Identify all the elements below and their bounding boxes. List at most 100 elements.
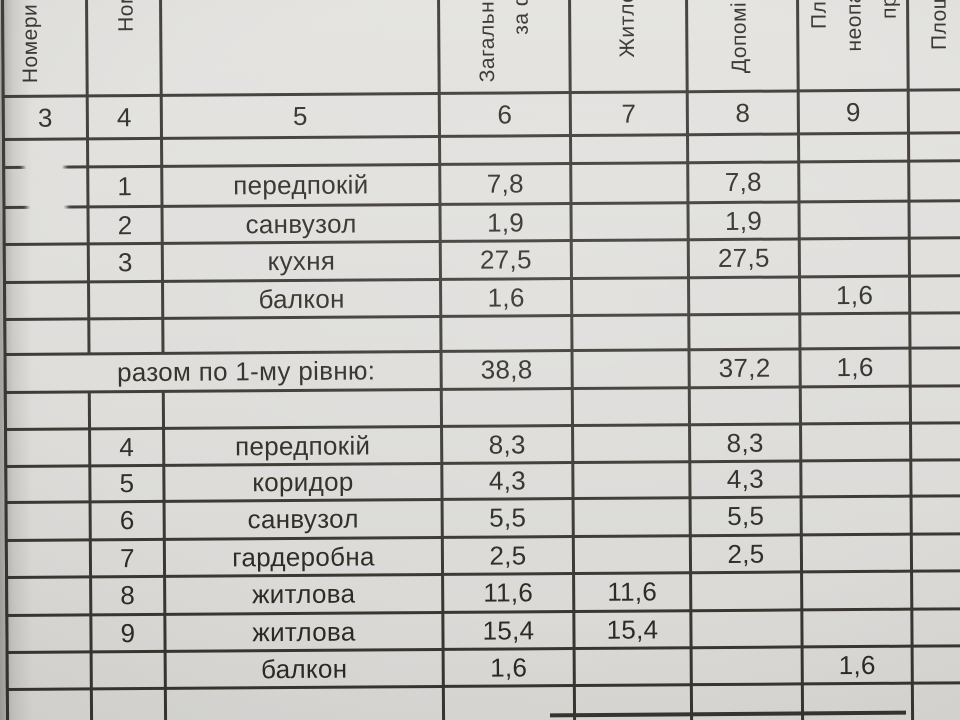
living-area-cell [574, 537, 690, 573]
unheated-area-cell [802, 424, 910, 460]
col-number-3: 3 [4, 97, 87, 138]
room-name-cell: санвузол [163, 205, 439, 242]
col-number-6: 6 [440, 94, 569, 135]
empty-cell [92, 689, 165, 720]
room-no-cell: 8 [92, 577, 164, 614]
room-no-cell: 4 [91, 429, 163, 465]
empty-cell [442, 317, 571, 350]
empty-cell [572, 136, 687, 163]
empty-cell [164, 390, 441, 427]
living-area-cell: 15,4 [575, 612, 690, 648]
living-area-cell [573, 279, 688, 315]
col-number-10: 1 [909, 91, 960, 132]
living-area-cell [574, 426, 689, 462]
room-name-cell: кухня [163, 242, 439, 280]
empty-cell [573, 389, 689, 425]
aux-area-cell: 7,8 [689, 163, 798, 202]
aux-area-cell: 8,3 [691, 425, 800, 461]
empty-cell [89, 139, 161, 166]
room-no-cell: 1 [89, 167, 161, 206]
totals-label: разом по 1-му рівню: [6, 352, 440, 391]
aux-area-cell [692, 611, 801, 647]
empty-cell [690, 315, 799, 349]
aux-area-cell: 4,3 [691, 462, 800, 497]
empty-cell [911, 314, 960, 347]
empty-cell [8, 578, 90, 614]
header-cell-col5 [162, 0, 438, 94]
header-cell-col10: Площ [908, 0, 960, 89]
empty-cell [90, 392, 163, 428]
header-cell-col3: Номери [4, 0, 86, 95]
unheated-area-cell [803, 572, 911, 609]
empty-cell [6, 283, 88, 318]
total-area-cell: 7,8 [441, 165, 570, 203]
empty-cell [911, 277, 960, 312]
empty-cell [7, 430, 89, 465]
empty-cell [90, 319, 162, 353]
col-number-9: 9 [799, 91, 907, 133]
unheated-area-cell [802, 461, 910, 496]
living-area-cell [572, 204, 687, 240]
empty-cell [441, 137, 570, 163]
totals-aux-area-cell: 37,2 [690, 350, 799, 387]
header-cell-col7: Житло [571, 0, 686, 92]
empty-cell [912, 497, 960, 533]
room-no-cell: 3 [89, 244, 161, 281]
total-area-cell: 4,3 [443, 464, 572, 498]
col-number-4: 4 [88, 96, 161, 138]
aux-area-cell: 1,9 [689, 203, 798, 239]
empty-cell [910, 162, 960, 200]
room-no-cell [90, 282, 162, 318]
unheated-area-cell [802, 535, 911, 571]
empty-cell [7, 503, 89, 539]
room-no-cell: 5 [91, 466, 163, 501]
living-area-cell [572, 241, 687, 278]
col-number-5: 5 [162, 94, 438, 137]
unheated-area-cell [803, 610, 911, 646]
whiteout-patch [30, 200, 64, 215]
total-area-cell: 1,6 [442, 280, 571, 315]
room-no-cell [92, 652, 164, 688]
aux-area-cell [692, 648, 801, 684]
empty-cell [913, 684, 960, 720]
header-text-col6-line2: за ф [509, 0, 533, 35]
empty-cell [911, 349, 960, 385]
header-text-col10: Площ [927, 0, 951, 51]
living-area-cell [575, 649, 690, 685]
room-no-cell: 7 [91, 540, 164, 576]
empty-cell [163, 137, 439, 165]
empty-cell [913, 572, 960, 608]
header-text-col4: Ном [114, 0, 138, 33]
total-area-cell: 27,5 [441, 242, 570, 278]
room-name-cell: санвузол [165, 500, 441, 538]
total-area-cell: 1,9 [441, 205, 570, 240]
totals-living-area-cell [573, 351, 688, 388]
empty-cell [6, 393, 89, 428]
col-number-8: 8 [688, 92, 797, 134]
total-area-cell: 15,4 [444, 613, 573, 648]
empty-cell [910, 202, 960, 237]
room-no-cell: 2 [89, 207, 161, 243]
header-text-col7: Житло [615, 0, 639, 58]
room-name-cell: житлова [166, 613, 442, 650]
header-text-col6-line1: Загальна [475, 0, 500, 83]
empty-cell [911, 387, 960, 422]
total-area-cell: 11,6 [444, 575, 573, 611]
aux-area-cell: 5,5 [691, 498, 800, 535]
empty-cell [910, 134, 960, 160]
total-area-cell: 1,6 [444, 650, 573, 685]
aux-area-cell: 2,5 [691, 536, 801, 572]
aux-area-cell [690, 278, 799, 314]
empty-cell [7, 541, 90, 576]
room-name-cell: передпокій [163, 165, 439, 205]
room-name-cell: передпокій [165, 427, 441, 464]
empty-cell [801, 314, 909, 348]
empty-cell [8, 616, 90, 651]
empty-cell [442, 390, 572, 425]
room-name-cell: житлова [166, 575, 442, 613]
totals-total-area-cell: 38,8 [442, 352, 571, 388]
empty-cell [8, 690, 91, 720]
unheated-area-cell [800, 239, 908, 276]
